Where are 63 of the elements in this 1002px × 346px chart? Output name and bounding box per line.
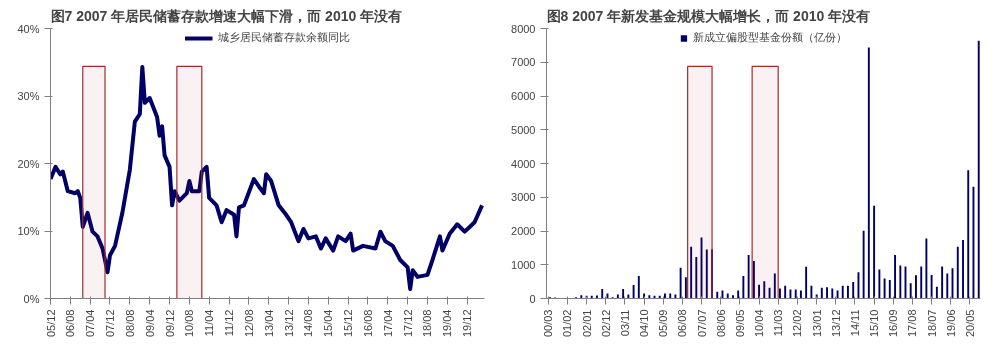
x-tick-label: 18/08	[421, 309, 434, 338]
x-tick-label: 17/04	[381, 309, 394, 338]
x-tick-label: 05/09	[657, 309, 670, 338]
x-tick-label: 17/08	[906, 309, 919, 338]
x-tick-label: 05/12	[44, 309, 57, 338]
x-tick-label: 15/10	[868, 309, 881, 338]
x-tick-label: 07/07	[695, 309, 708, 338]
y-tick-label: 5000	[511, 123, 536, 136]
x-tick-label: 11/03	[772, 309, 785, 337]
y-tick-label: 7000	[511, 56, 536, 69]
x-tick-label: 09/05	[733, 309, 746, 338]
y-tick-label: 8000	[511, 22, 536, 35]
y-tick-label: 20%	[17, 157, 40, 170]
y-tick-label: 6000	[511, 90, 536, 102]
y-tick-label: 40%	[17, 22, 40, 35]
x-tick-label: 19/06	[944, 309, 957, 338]
x-tick-label: 07/04	[84, 309, 97, 338]
x-tick-label: 03/11	[618, 309, 631, 337]
x-tick-label: 12/02	[791, 309, 804, 338]
x-tick-label: 12/08	[242, 309, 255, 338]
x-tick-label: 11/04	[203, 309, 216, 337]
x-tick-label: 16/09	[887, 309, 900, 338]
y-tick-label: 10%	[17, 225, 40, 237]
x-tick-label: 09/12	[163, 309, 176, 338]
x-tick-label: 08/06	[714, 309, 727, 338]
legend-label: 城乡居民储蓄存款余额同比	[217, 30, 350, 45]
x-tick-label: 16/08	[361, 309, 374, 338]
x-tick-label: 01/02	[561, 309, 574, 338]
x-tick-label: 15/04	[322, 309, 335, 338]
x-tick-label: 08/08	[123, 309, 136, 338]
x-tick-label: 13/12	[282, 309, 295, 338]
x-tick-label: 00/03	[542, 309, 555, 338]
y-tick-label: 4000	[511, 157, 536, 170]
x-tick-label: 19/12	[461, 309, 474, 338]
x-tick-label: 10/04	[753, 309, 766, 338]
x-tick-label: 13/01	[810, 309, 823, 338]
chart-title: 图8 2007 年新发基金规模大幅增长，而 2010 年没有	[546, 7, 871, 24]
x-tick-label: 10/08	[183, 309, 196, 338]
x-tick-label: 14/08	[302, 309, 315, 338]
x-tick-label: 07/12	[103, 309, 116, 338]
y-tick-label: 3000	[511, 191, 536, 204]
x-tick-label: 15/12	[342, 309, 355, 338]
x-tick-label: 19/04	[441, 309, 454, 338]
x-tick-label: 18/07	[925, 309, 938, 338]
x-tick-label: 04/10	[638, 309, 651, 338]
x-tick-label: 13/12	[829, 309, 842, 338]
x-tick-label: 06/08	[676, 309, 689, 338]
y-tick-label: 2000	[511, 225, 536, 237]
y-tick-label: 0%	[23, 292, 40, 305]
x-tick-label: 02/12	[599, 309, 612, 338]
legend-label: 新成立偏股型基金份额（亿份）	[692, 30, 847, 45]
x-tick-label: 11/12	[223, 309, 236, 337]
chart-title: 图7 2007 年居民储蓄存款增速大幅下滑，而 2010 年没有	[50, 7, 403, 24]
x-tick-label: 06/08	[64, 309, 77, 338]
x-tick-label: 17/12	[401, 309, 414, 338]
x-tick-label: 09/04	[143, 309, 156, 338]
x-tick-label: 20/05	[963, 309, 976, 338]
y-tick-label: 0	[529, 292, 536, 305]
x-tick-label: 14/11	[848, 309, 861, 337]
y-tick-label: 1000	[511, 258, 536, 271]
y-tick-label: 30%	[17, 90, 40, 102]
x-tick-label: 13/04	[262, 309, 275, 338]
x-tick-label: 02/01	[580, 309, 593, 338]
